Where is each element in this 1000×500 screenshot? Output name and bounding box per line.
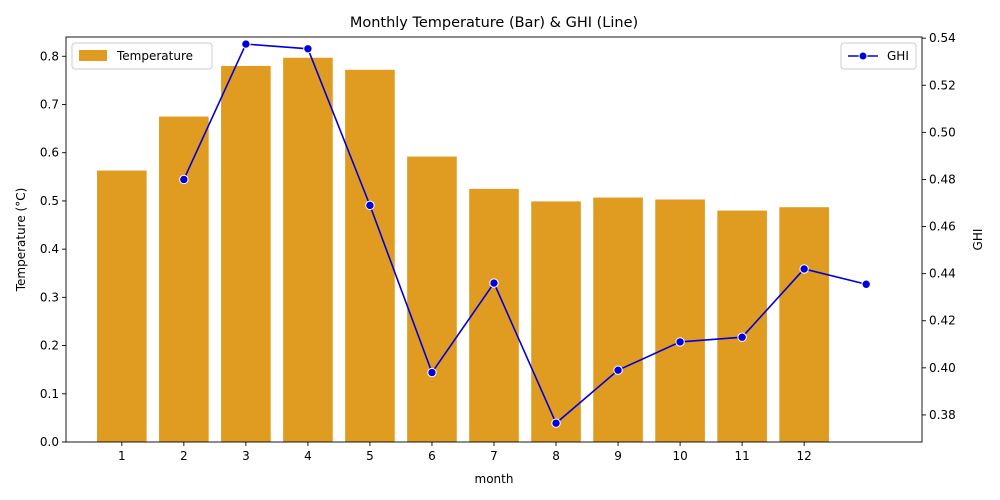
y-tick-label: 0.3 [40, 290, 59, 304]
ghi-point [489, 278, 499, 288]
temperature-bar [97, 170, 147, 442]
y-tick-label: 0.7 [40, 98, 59, 112]
temperature-bar [345, 69, 395, 443]
ghi-point [427, 367, 437, 378]
temperature-bar [779, 207, 829, 442]
y2-tick-label: 0.48 [929, 172, 956, 186]
y2-tick-label: 0.52 [929, 78, 956, 92]
y2-tick-label: 0.40 [929, 361, 956, 375]
y2-tick-label: 0.46 [929, 220, 956, 234]
temperature-bar [717, 210, 767, 442]
ghi-point [551, 418, 561, 428]
x-tick-label: 12 [797, 449, 812, 463]
ghi-point [737, 332, 747, 342]
x-tick-label: 10 [672, 449, 687, 463]
ghi-point [365, 200, 375, 211]
y2-axis-label: GHI [971, 229, 985, 251]
y-tick-label: 0.0 [40, 435, 59, 449]
y-tick-label: 0.8 [40, 49, 59, 63]
ghi-point [799, 264, 809, 274]
temperature-bar [283, 57, 333, 442]
temperature-bar [221, 65, 271, 442]
temperature-bar [593, 197, 643, 442]
y2-tick-label: 0.50 [929, 125, 956, 139]
x-tick-label: 3 [242, 449, 250, 463]
ghi-point [241, 39, 251, 49]
legend-ghi-label: GHI [887, 49, 909, 63]
x-tick-label: 9 [614, 449, 622, 463]
temperature-bar [159, 116, 209, 442]
legend-temperature-swatch [79, 50, 107, 61]
x-tick-label: 6 [428, 449, 436, 463]
y-tick-label: 0.1 [40, 387, 59, 401]
temperature-bar [469, 188, 519, 442]
legend-ghi-marker [858, 51, 868, 61]
x-tick-label: 7 [490, 449, 498, 463]
ghi-point [675, 337, 685, 347]
x-tick-label: 11 [734, 449, 749, 463]
ghi-line [183, 43, 867, 425]
y2-tick-label: 0.54 [929, 31, 956, 45]
ghi-point [179, 174, 189, 185]
y-tick-label: 0.4 [40, 242, 59, 256]
y-tick-label: 0.5 [40, 194, 59, 208]
y2-tick-label: 0.44 [929, 267, 956, 281]
y2-tick-label: 0.38 [929, 408, 956, 422]
ghi-point [861, 279, 871, 289]
chart-title: Monthly Temperature (Bar) & GHI (Line) [350, 15, 638, 31]
x-axis-label: month [475, 472, 514, 486]
x-tick-label: 1 [118, 449, 126, 463]
y-tick-label: 0.2 [40, 339, 59, 353]
ghi-point [303, 44, 313, 54]
x-tick-label: 4 [304, 449, 312, 463]
x-tick-label: 2 [180, 449, 188, 463]
x-tick-label: 8 [552, 449, 560, 463]
legend-temperature-label: Temperature [116, 49, 193, 63]
legend-ghi [840, 42, 917, 70]
temperature-bar [407, 156, 457, 443]
y-axis-label: Temperature (°C) [14, 188, 28, 293]
temperature-bar [655, 199, 705, 442]
ghi-point [613, 365, 623, 375]
y-tick-label: 0.6 [40, 146, 59, 160]
legend-temperature [71, 42, 213, 70]
x-tick-label: 5 [366, 449, 374, 463]
y2-tick-label: 0.42 [929, 314, 956, 328]
temperature-bar [531, 201, 581, 442]
